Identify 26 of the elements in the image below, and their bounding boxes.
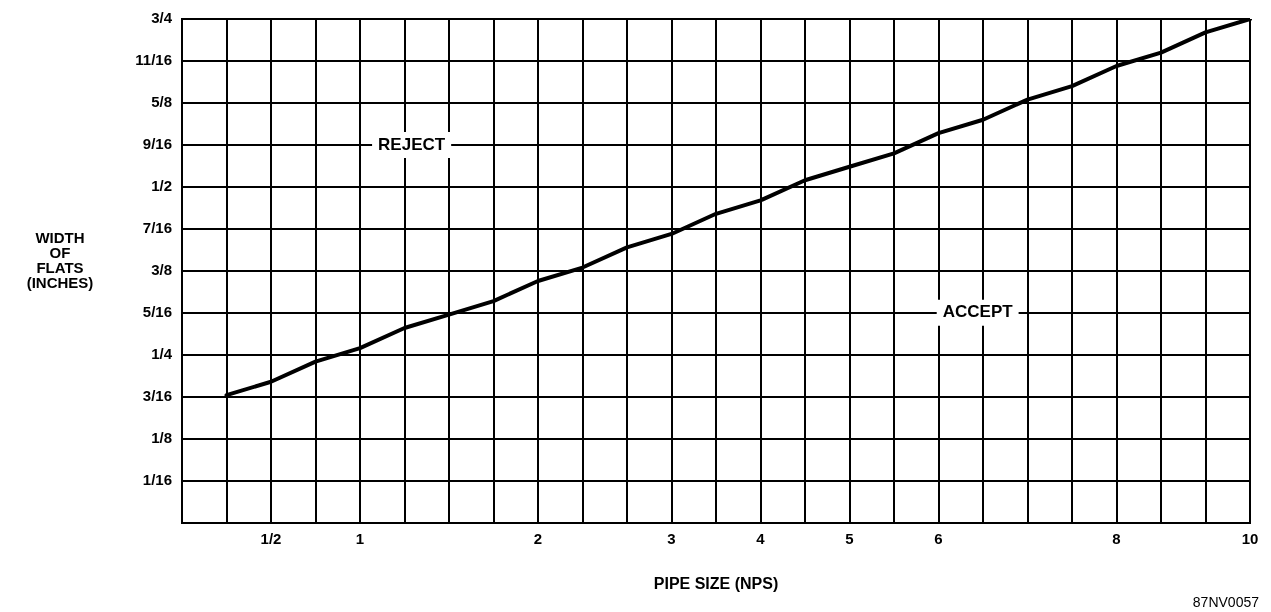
y-tick-label: 1/2 <box>151 177 172 195</box>
y-tick-label: 1/8 <box>151 428 172 446</box>
x-tick-label: 4 <box>756 529 766 547</box>
y-tick-label: 3/4 <box>151 9 173 27</box>
y-tick-label: 7/16 <box>142 219 172 237</box>
x-tick-label: 5 <box>845 529 854 547</box>
y-tick-label: 5/16 <box>142 303 172 321</box>
annotation: REJECT <box>378 134 446 154</box>
x-tick-label: 1 <box>355 529 365 547</box>
x-axis-title: PIPE SIZE (NPS) <box>653 574 779 592</box>
x-tick-label: 6 <box>934 529 943 547</box>
y-tick-label: 5/8 <box>151 93 172 111</box>
x-tick-label: 10 <box>1241 529 1259 547</box>
x-tick-label: 2 <box>533 529 543 547</box>
annotation: ACCEPT <box>942 302 1014 322</box>
y-tick-label: 1/16 <box>142 470 172 488</box>
y-tick-label: 11/16 <box>135 51 172 69</box>
x-tick-label: 3 <box>667 529 676 547</box>
y-tick-label: 3/16 <box>142 386 172 404</box>
text: 87NV0057 <box>1192 594 1259 610</box>
x-tick-label: 8 <box>1112 529 1121 547</box>
y-tick-label: 3/8 <box>151 261 172 279</box>
x-tick-label: 1/2 <box>260 529 282 547</box>
y-tick-label: 1/4 <box>151 345 173 363</box>
y-tick-label: 9/16 <box>142 135 172 153</box>
y-axis-title: WIDTH OF FLATS (INCHES) <box>26 229 94 291</box>
